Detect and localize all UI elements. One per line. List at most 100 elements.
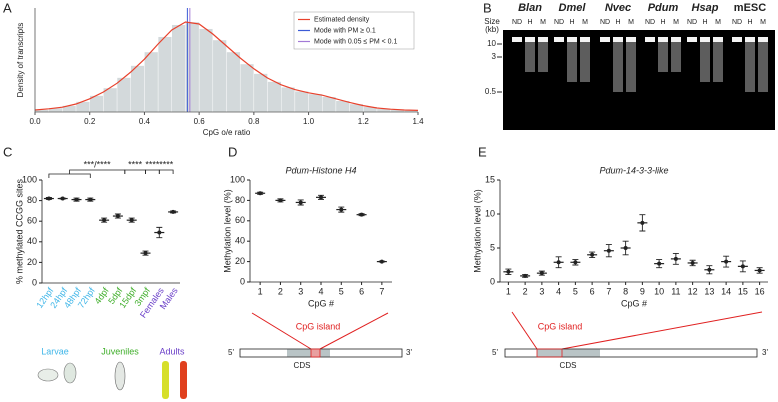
legend-label: Estimated density: [314, 16, 370, 23]
cds-label: CDS: [294, 361, 311, 370]
lane-label: M: [715, 19, 721, 26]
sig-bracket: [145, 169, 160, 174]
hist-bar: [308, 93, 323, 113]
y-axis-label: Density of transcripts: [16, 23, 25, 98]
island-label: CpG island: [296, 321, 341, 331]
x-tick-label: 4dpf: [92, 285, 111, 305]
three-prime: 3': [762, 348, 768, 357]
lane-label: M: [628, 19, 634, 26]
species-label: Pdum: [648, 2, 679, 14]
species-label: Dmel: [559, 2, 587, 14]
hist-bar: [281, 86, 296, 113]
cds-region: [537, 349, 600, 357]
data-point: [102, 218, 107, 223]
x-tick-label: 13: [704, 286, 714, 296]
data-point: [359, 212, 364, 217]
data-point: [143, 251, 148, 256]
lane-label: ND: [600, 19, 610, 26]
data-point: [539, 271, 544, 276]
sig-bracket: [48, 173, 91, 178]
gel-band: [512, 37, 522, 42]
data-point: [339, 207, 344, 212]
gel-band: [626, 37, 636, 42]
x-tick-label: 3: [298, 286, 303, 296]
species-label: Nvec: [605, 2, 631, 14]
gel-band: [613, 37, 623, 42]
x-tick-label: 1: [258, 286, 263, 296]
gel-image: [503, 30, 775, 130]
y-tick-label: 5: [490, 242, 495, 252]
x-tick-label: 11: [671, 286, 680, 296]
group-label: Larvae: [41, 346, 69, 356]
panel-letter: E: [478, 144, 487, 159]
gel-band: [600, 37, 610, 42]
gel-smear: [658, 42, 668, 72]
hist-bar: [103, 87, 118, 113]
density-line: [34, 21, 419, 111]
x-tick-label: 0.0: [29, 117, 41, 126]
species-label: Hsap: [692, 2, 719, 14]
data-point: [573, 260, 578, 265]
y-tick-label: 10: [485, 208, 495, 218]
hist-bar: [116, 77, 131, 113]
gel-smear: [613, 42, 623, 92]
data-point: [115, 214, 120, 219]
lane-label: ND: [687, 19, 697, 26]
gel-band: [580, 37, 590, 42]
gel-smear: [671, 42, 681, 72]
hist-bar: [322, 96, 337, 113]
x-tick-label: 5: [573, 286, 578, 296]
sig-bracket: [69, 169, 126, 174]
x-tick-label: 0.4: [139, 117, 151, 126]
lane-label: ND: [645, 19, 655, 26]
data-point: [278, 198, 283, 203]
sig-label: ***/****: [84, 159, 112, 169]
lane-label: M: [582, 19, 588, 26]
data-point: [379, 259, 384, 264]
x-tick-label: 3: [539, 286, 544, 296]
data-point: [171, 209, 176, 214]
gel-smear: [538, 42, 548, 72]
gel-band: [687, 37, 697, 42]
hist-bar: [226, 51, 241, 113]
data-point: [556, 260, 561, 265]
gel-band: [732, 37, 742, 42]
y-tick-label: 100: [22, 174, 37, 184]
zoom-line: [319, 312, 389, 350]
gel-band: [525, 37, 535, 42]
y-tick-label: 20: [235, 256, 245, 266]
x-tick-label: 16: [755, 286, 765, 296]
gel-band: [713, 37, 723, 42]
lane-label: ND: [512, 19, 522, 26]
hist-bar: [130, 65, 145, 113]
hist-bar: [157, 36, 172, 113]
x-tick-label: 6: [590, 286, 595, 296]
lane-label: H: [747, 19, 752, 26]
x-tick-label: 0.2: [84, 117, 96, 126]
x-tick-label: 15: [738, 286, 748, 296]
data-point: [46, 196, 51, 201]
x-tick-label: 4: [556, 286, 561, 296]
group-label: Juveniles: [101, 346, 139, 356]
lane-label: ND: [732, 19, 742, 26]
data-point: [590, 252, 595, 257]
x-axis-label: CpG #: [308, 298, 334, 308]
female-icon: [162, 361, 169, 399]
gene-diagram: CpG island 5' 3' CDS: [492, 311, 768, 370]
y-tick-label: 60: [27, 216, 37, 226]
size-label: 0.5: [485, 87, 497, 96]
data-point: [74, 197, 79, 202]
lane-label: H: [569, 19, 574, 26]
lane-label: ND: [554, 19, 564, 26]
species-label: Blan: [518, 2, 542, 14]
gene-diagram: CpG island 5' 3' CDS: [228, 312, 412, 370]
data-point: [506, 269, 511, 274]
x-tick-label: 1: [506, 286, 511, 296]
sig-label: ****: [159, 159, 174, 169]
y-tick-label: 80: [27, 195, 37, 205]
gel-smear: [580, 42, 590, 82]
gel-smear: [758, 42, 768, 92]
data-point: [707, 267, 712, 272]
x-axis-label: CpG o/e ratio: [203, 128, 251, 137]
